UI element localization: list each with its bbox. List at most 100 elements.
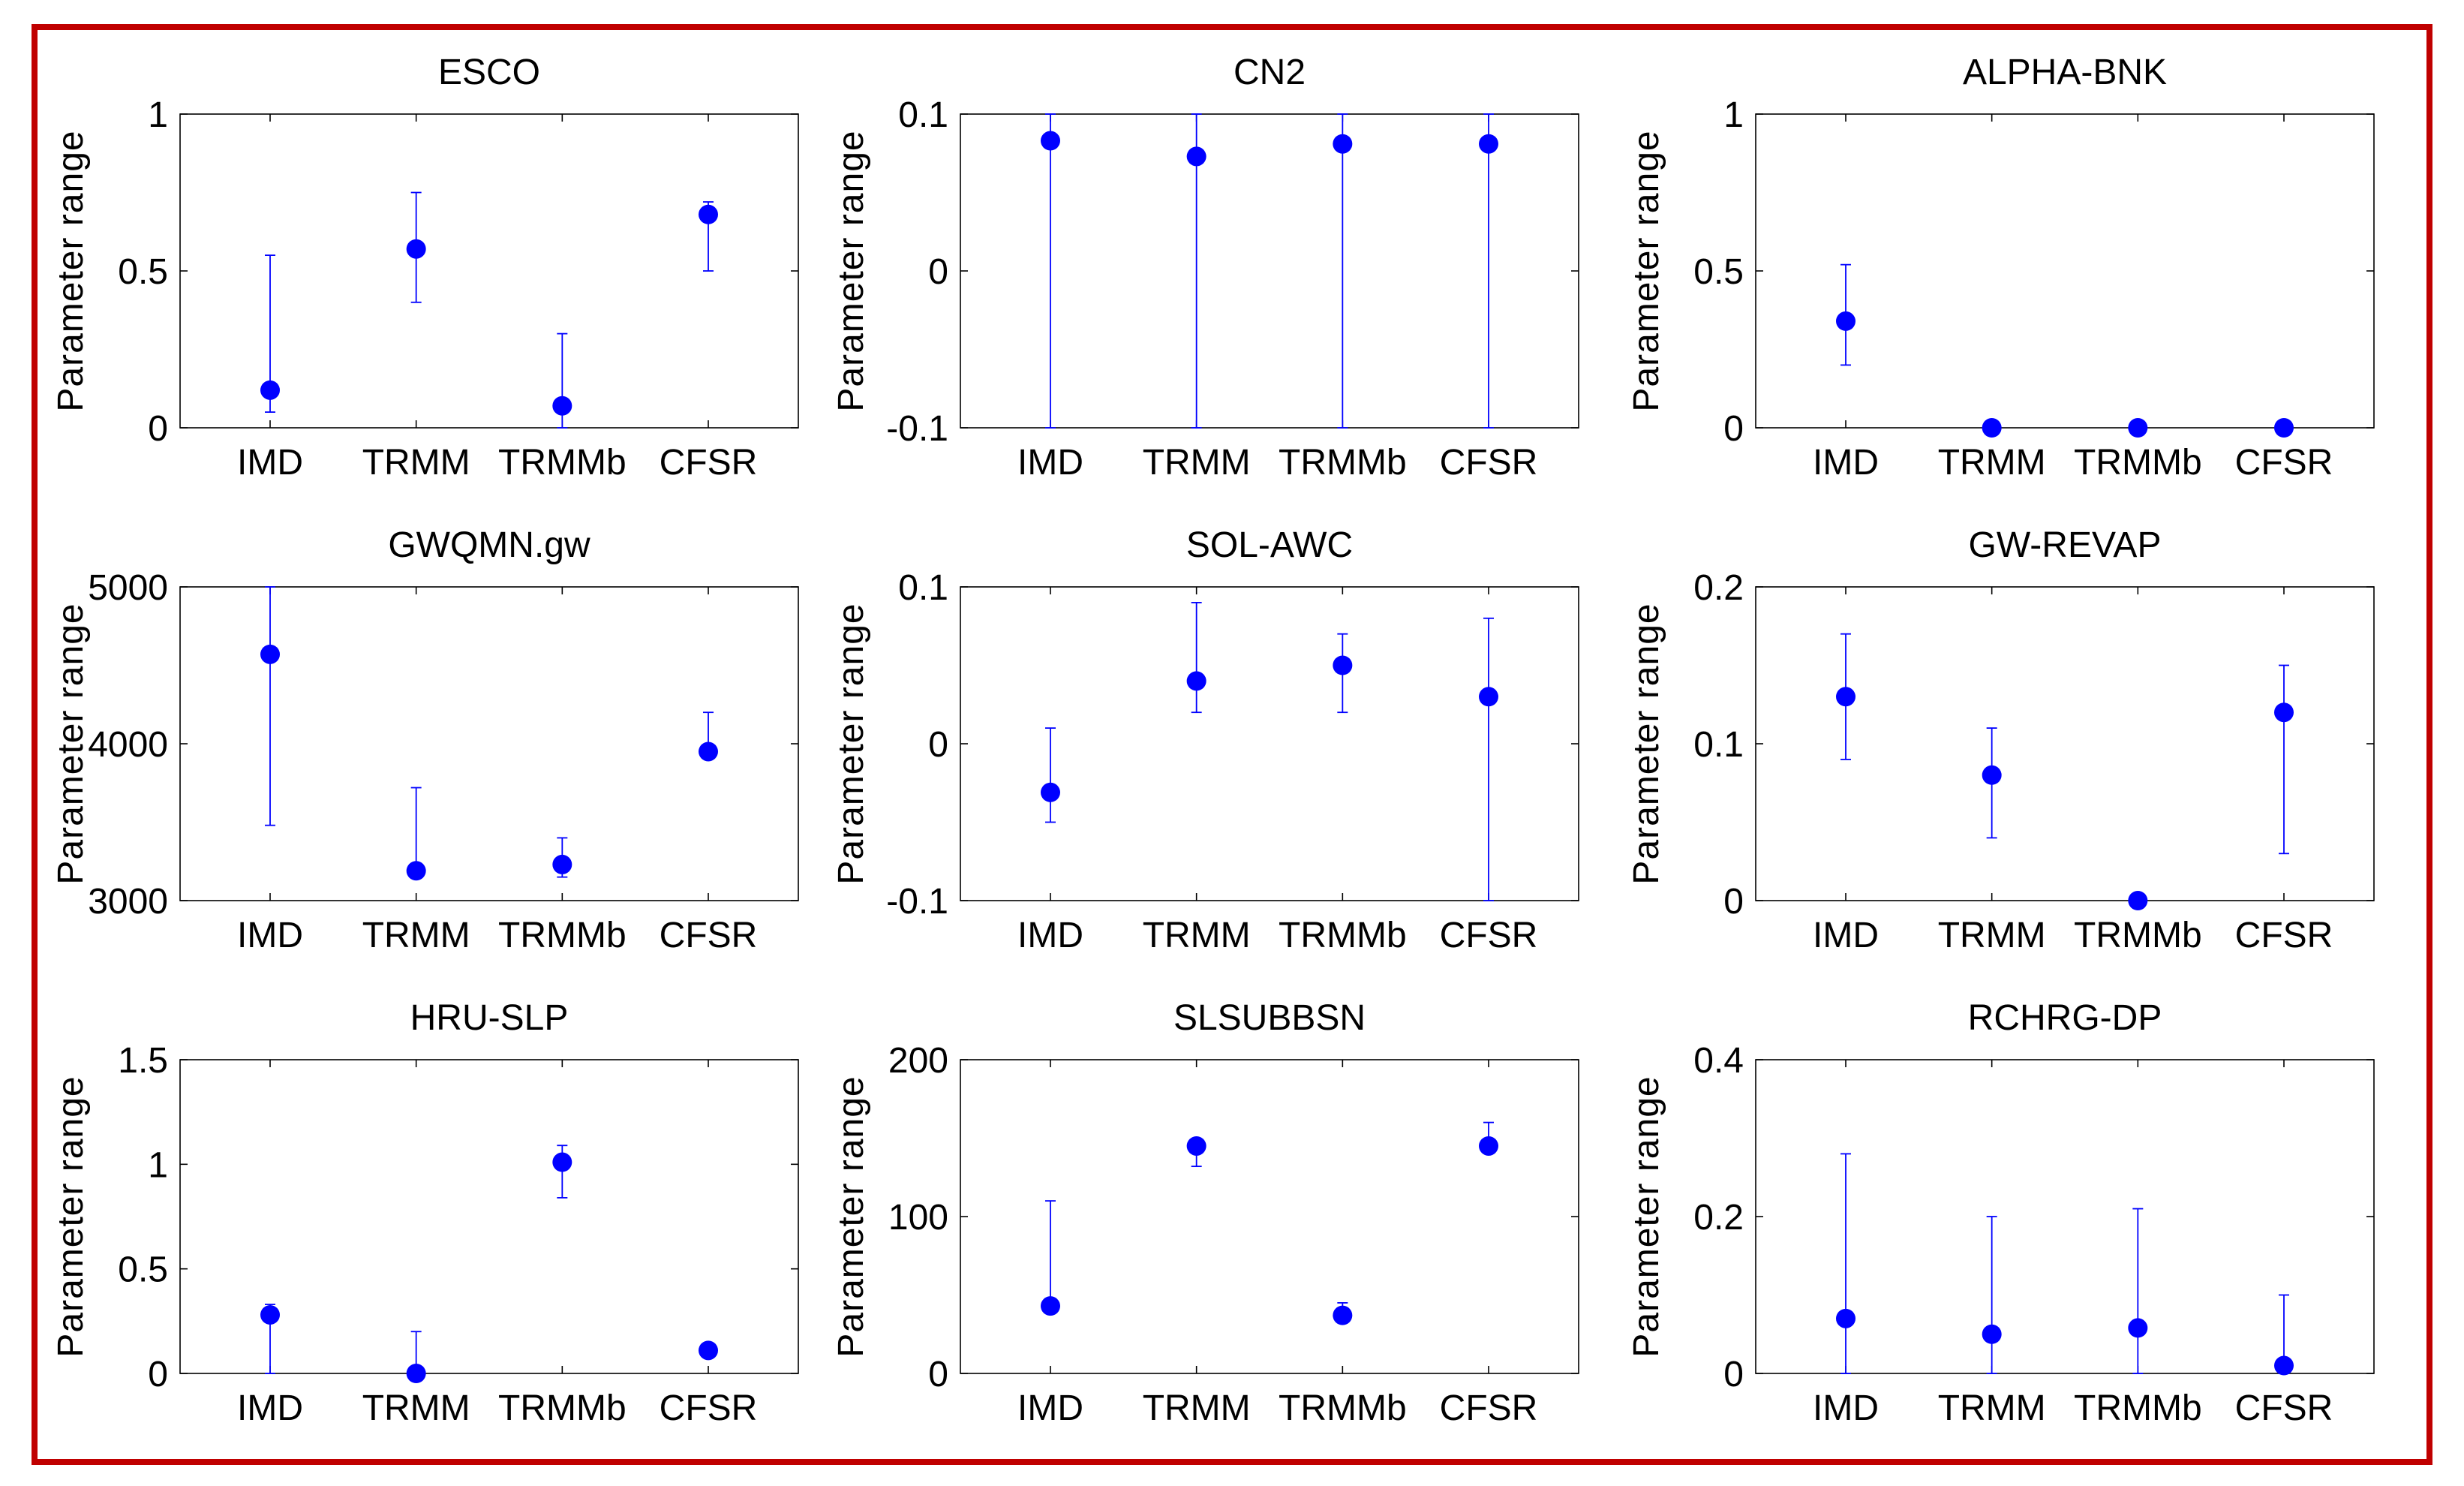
x-tick-label: TRMMb [2074, 443, 2202, 483]
subplot-title: GWQMN.gw [388, 525, 590, 565]
x-tick-label: TRMM [1143, 1388, 1251, 1428]
data-point [1982, 765, 2002, 785]
y-axis-label: Parameter range [51, 130, 91, 411]
x-tick-label: CFSR [1440, 1388, 1538, 1428]
subplot-title: SOL-AWC [1186, 525, 1353, 565]
y-tick-label: 0.1 [1693, 725, 1744, 765]
y-tick-label: 1.5 [118, 1041, 168, 1081]
x-tick-label: CFSR [2235, 916, 2333, 955]
x-tick-label: IMD [1017, 916, 1083, 955]
x-tick-label: TRMM [1938, 916, 2046, 955]
x-tick-label: TRMMb [1279, 916, 1407, 955]
x-tick-label: TRMMb [2074, 1388, 2202, 1428]
x-tick-label: IMD [237, 1388, 303, 1428]
x-tick-label: TRMM [1143, 443, 1251, 483]
data-point [1479, 687, 1498, 707]
y-tick-label: 0 [148, 409, 168, 449]
y-axis-label: Parameter range [51, 1075, 91, 1357]
data-point [1836, 1308, 1856, 1328]
plot-area [1755, 113, 2375, 429]
x-tick-label: TRMM [1938, 443, 2046, 483]
data-point [406, 861, 426, 881]
y-tick-label: 3000 [88, 882, 168, 922]
subplot-title: GW-REVAP [1969, 525, 2162, 565]
subplot-slsubbsn: SLSUBBSN Parameter range 0 100 200 IMD TRMM TRM… [831, 998, 1579, 1428]
data-point [1836, 687, 1856, 707]
x-tick-label: CFSR [1440, 916, 1538, 955]
data-point [552, 1152, 572, 1172]
x-tick-label: TRMM [1143, 916, 1251, 955]
x-tick-label: IMD [1813, 916, 1879, 955]
plot-area [960, 1059, 1579, 1374]
data-point [699, 741, 718, 762]
subplot-title: CN2 [1234, 53, 1306, 92]
data-point [260, 380, 280, 400]
y-tick-label: -0.1 [886, 409, 948, 449]
data-point [1982, 1324, 2002, 1344]
plot-area [960, 586, 1579, 901]
y-tick-label: 100 [888, 1198, 948, 1238]
y-tick-label: 1 [1723, 95, 1744, 135]
data-point [406, 239, 426, 259]
data-point [2274, 1355, 2294, 1376]
data-point [2128, 418, 2148, 438]
x-tick-label: TRMMb [498, 443, 627, 483]
x-tick-label: CFSR [1440, 443, 1538, 483]
x-tick-label: TRMMb [498, 1388, 627, 1428]
data-point [1041, 1296, 1060, 1316]
y-tick-label: 0.1 [898, 568, 948, 608]
x-tick-label: IMD [1017, 443, 1083, 483]
data-point [1982, 418, 2002, 438]
y-tick-label: 0.4 [1693, 1041, 1744, 1081]
y-tick-label: 1 [148, 1145, 168, 1185]
data-point [406, 1364, 426, 1383]
y-tick-label: 4000 [88, 725, 168, 765]
y-tick-label: 0 [1723, 882, 1744, 922]
data-point [1186, 1136, 1206, 1156]
data-point [1041, 782, 1060, 802]
x-tick-label: TRMMb [1279, 1388, 1407, 1428]
subplot-title: ALPHA-BNK [1963, 53, 2167, 92]
x-tick-label: CFSR [2235, 443, 2333, 483]
y-tick-label: 0 [928, 725, 948, 765]
data-point [2274, 702, 2294, 723]
y-tick-label: 0 [1723, 1355, 1744, 1394]
plot-area [179, 1059, 799, 1374]
y-axis-label: Parameter range [831, 603, 871, 884]
x-tick-label: TRMM [362, 1388, 470, 1428]
y-axis-label: Parameter range [1627, 603, 1666, 884]
data-point [2274, 418, 2294, 438]
x-tick-label: CFSR [660, 916, 758, 955]
x-tick-label: TRMMb [1279, 443, 1407, 483]
y-tick-label: 0.2 [1693, 1198, 1744, 1238]
subplot-sol-awc: SOL-AWC Parameter range -0.1 0 0.1 IMD TRMM TRM… [831, 525, 1579, 955]
data-point [552, 396, 572, 416]
x-tick-label: TRMM [362, 916, 470, 955]
y-tick-label: -0.1 [886, 882, 948, 922]
data-point [1836, 311, 1856, 331]
data-point [1041, 131, 1060, 151]
y-tick-label: 0.5 [118, 1250, 168, 1290]
x-tick-label: TRMMb [498, 916, 627, 955]
data-point [260, 644, 280, 664]
x-tick-label: TRMM [362, 443, 470, 483]
subplot-hru-slp: HRU-SLP Parameter range 0 0.5 1 1.5 IMD TRMM TRM… [51, 998, 799, 1428]
y-tick-label: 0.5 [1693, 252, 1744, 292]
subplot-gw-revap: GW-REVAP Parameter range 0 0.1 0.2 IMD TRMM TRM… [1627, 525, 2375, 955]
x-tick-label: CFSR [660, 443, 758, 483]
data-point [1186, 671, 1206, 691]
y-axis-label: Parameter range [831, 1075, 871, 1357]
data-point [1186, 146, 1206, 167]
data-point [2128, 891, 2148, 910]
x-tick-label: IMD [1813, 443, 1879, 483]
data-point [1333, 1305, 1353, 1325]
y-tick-label: 5000 [88, 568, 168, 608]
subplot-cn2: CN2 Parameter range -0.1 0 0.1 IMD TRMM TRMMb CF… [831, 53, 1579, 483]
x-tick-label: IMD [237, 443, 303, 483]
y-axis-label: Parameter range [1627, 1075, 1666, 1357]
data-point [1333, 655, 1353, 675]
subplot-title: ESCO [438, 53, 540, 92]
x-tick-label: IMD [1017, 1388, 1083, 1428]
